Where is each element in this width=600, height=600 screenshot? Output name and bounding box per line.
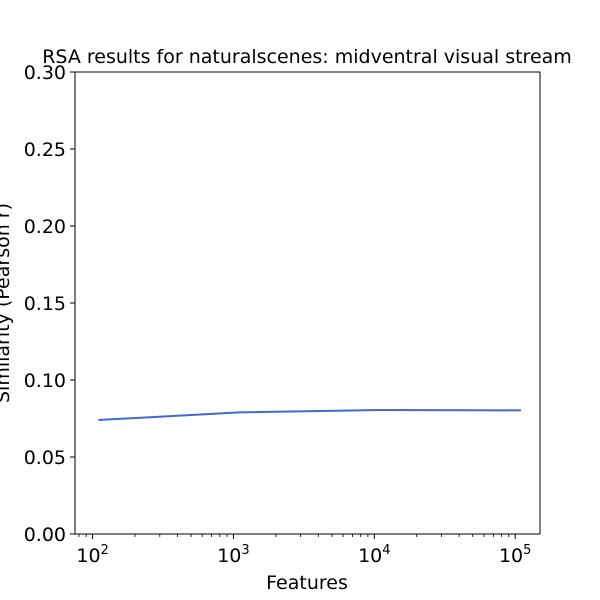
y-tick-label: 0.25 xyxy=(24,139,66,161)
plot-frame xyxy=(74,71,541,535)
x-tick-base: 10 xyxy=(358,545,382,567)
y-tick-label: 0.15 xyxy=(24,293,66,315)
x-tick-exponent: 4 xyxy=(382,543,390,558)
x-axis-label: Features xyxy=(266,572,348,594)
y-tick-label: 0.20 xyxy=(24,216,66,238)
x-tick-base: 10 xyxy=(499,545,523,567)
x-tick-label: 105 xyxy=(499,543,531,567)
x-axis-ticks: 102 103 104 105 xyxy=(76,534,531,567)
y-tick-label: 0.10 xyxy=(24,370,66,392)
y-axis-label: Similarity (Pearson r) xyxy=(0,203,14,403)
x-tick-exponent: 2 xyxy=(101,543,109,558)
x-tick-label: 104 xyxy=(358,543,390,567)
x-tick-exponent: 5 xyxy=(523,543,531,558)
series-layer xyxy=(98,409,522,422)
x-tick-label: 103 xyxy=(217,543,249,567)
y-tick-label: 0.30 xyxy=(24,62,66,84)
y-axis-ticks: 0.00 0.05 0.10 0.15 0.20 0.25 0.30 xyxy=(24,62,75,546)
x-tick-base: 10 xyxy=(217,545,241,567)
x-tick-exponent: 3 xyxy=(241,543,249,558)
chart-title: RSA results for naturalscenes: midventra… xyxy=(42,46,572,68)
y-tick-label: 0.00 xyxy=(24,524,66,546)
x-tick-label: 102 xyxy=(76,543,108,567)
series-line xyxy=(98,409,522,422)
x-tick-base: 10 xyxy=(76,545,100,567)
y-tick-label: 0.05 xyxy=(24,447,66,469)
